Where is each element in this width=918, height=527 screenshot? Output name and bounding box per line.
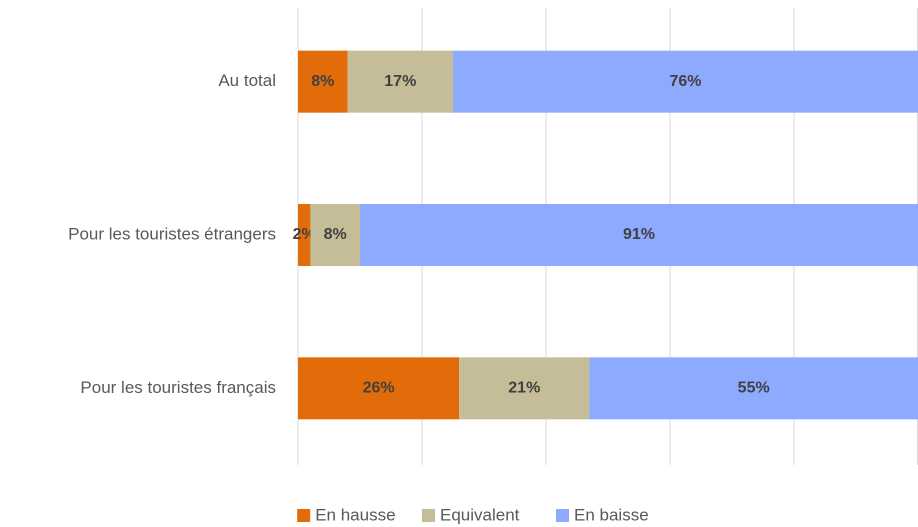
data-label: 2% <box>293 226 316 243</box>
legend-label: En baisse <box>574 505 649 524</box>
legend-swatch <box>297 509 311 522</box>
data-label: 8% <box>311 73 334 90</box>
bar-segment <box>298 50 348 113</box>
legend-swatch <box>556 509 569 522</box>
data-label: 8% <box>324 226 347 243</box>
data-label: 21% <box>508 380 540 397</box>
y-tick-label: Pour les touristes français <box>80 378 276 397</box>
y-tick-label: Pour les touristes étrangers <box>68 224 276 243</box>
y-tick-label: Au total <box>218 71 276 90</box>
data-label: 17% <box>384 73 416 90</box>
data-label: 91% <box>623 226 655 243</box>
data-label: 76% <box>669 73 701 90</box>
bar-segment <box>459 357 590 420</box>
data-label: 26% <box>363 380 395 397</box>
legend-label: Equivalent <box>440 505 520 524</box>
bar-segment <box>347 50 453 113</box>
legend-swatch <box>422 509 435 522</box>
bar-segment <box>298 357 460 420</box>
bar-segment <box>298 204 311 266</box>
bar-segment <box>310 204 360 266</box>
bar-segment <box>453 50 918 113</box>
data-label: 55% <box>738 380 770 397</box>
bar-segment <box>589 357 918 420</box>
bar-segment <box>360 204 918 266</box>
legend-label: En hausse <box>315 505 395 524</box>
